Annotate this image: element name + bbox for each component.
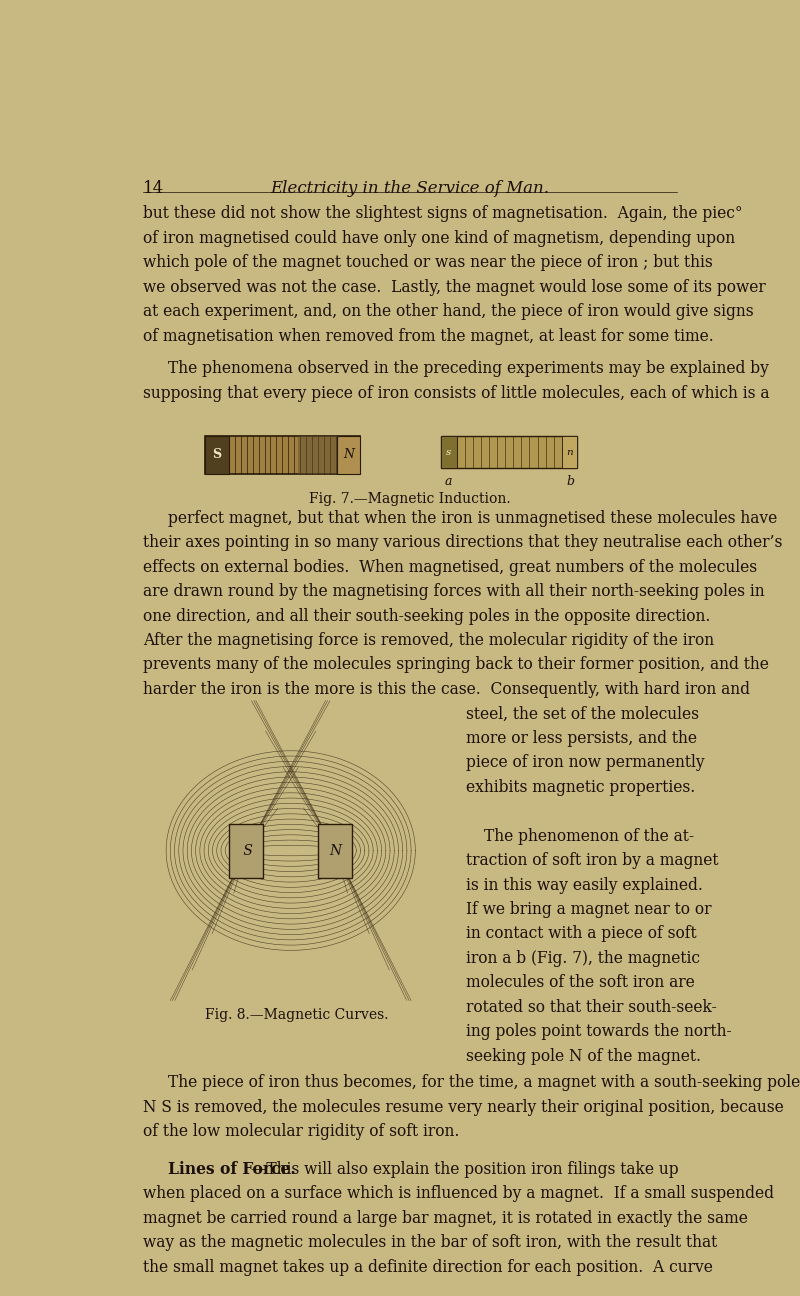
FancyBboxPatch shape	[562, 435, 578, 468]
Text: traction of soft iron by a magnet: traction of soft iron by a magnet	[466, 851, 718, 870]
FancyBboxPatch shape	[298, 435, 337, 474]
Text: N S is removed, the molecules resume very nearly their original position, becaus: N S is removed, the molecules resume ver…	[143, 1099, 784, 1116]
Text: s: s	[446, 447, 451, 456]
Text: their axes pointing in so many various directions that they neutralise each othe: their axes pointing in so many various d…	[143, 534, 782, 551]
Text: exhibits magnetic properties.: exhibits magnetic properties.	[466, 779, 695, 796]
Text: harder the iron is the more is this the case.  Consequently, with hard iron and: harder the iron is the more is this the …	[143, 680, 750, 699]
Text: supposing that every piece of iron consists of little molecules, each of which i: supposing that every piece of iron consi…	[143, 385, 770, 402]
Text: of iron magnetised could have only one kind of magnetism, depending upon: of iron magnetised could have only one k…	[143, 229, 735, 246]
Text: prevents many of the molecules springing back to their former position, and the: prevents many of the molecules springing…	[143, 657, 770, 674]
FancyBboxPatch shape	[441, 435, 457, 468]
Text: which pole of the magnet touched or was near the piece of iron ; but this: which pole of the magnet touched or was …	[143, 254, 713, 271]
Text: in contact with a piece of soft: in contact with a piece of soft	[466, 925, 697, 942]
Text: If we bring a magnet near to or: If we bring a magnet near to or	[466, 901, 711, 918]
Text: more or less persists, and the: more or less persists, and the	[466, 730, 697, 746]
Text: magnet be carried round a large bar magnet, it is rotated in exactly the same: magnet be carried round a large bar magn…	[143, 1209, 748, 1227]
FancyBboxPatch shape	[206, 435, 229, 474]
Text: 14: 14	[143, 180, 165, 197]
Text: N: N	[329, 844, 342, 858]
Text: rotated so that their south-seek-: rotated so that their south-seek-	[466, 999, 717, 1016]
Text: but these did not show the slightest signs of magnetisation.  Again, the piec°: but these did not show the slightest sig…	[143, 205, 743, 223]
Text: of magnetisation when removed from the magnet, at least for some time.: of magnetisation when removed from the m…	[143, 328, 714, 345]
Text: of the low molecular rigidity of soft iron.: of the low molecular rigidity of soft ir…	[143, 1124, 460, 1140]
Text: way as the magnetic molecules in the bar of soft iron, with the result that: way as the magnetic molecules in the bar…	[143, 1234, 718, 1251]
Text: iron a b (Fig. 7), the magnetic: iron a b (Fig. 7), the magnetic	[466, 950, 700, 967]
Text: The phenomena observed in the preceding experiments may be explained by: The phenomena observed in the preceding …	[168, 360, 769, 377]
Text: piece of iron now permanently: piece of iron now permanently	[466, 754, 705, 771]
Text: Lines of Force.: Lines of Force.	[168, 1161, 296, 1178]
Text: when placed on a surface which is influenced by a magnet.  If a small suspended: when placed on a surface which is influe…	[143, 1186, 774, 1203]
Text: we observed was not the case.  Lastly, the magnet would lose some of its power: we observed was not the case. Lastly, th…	[143, 279, 766, 295]
Text: n: n	[566, 447, 573, 456]
FancyBboxPatch shape	[337, 435, 361, 474]
Text: molecules of the soft iron are: molecules of the soft iron are	[466, 975, 694, 991]
Text: S: S	[213, 448, 222, 461]
Text: ing poles point towards the north-: ing poles point towards the north-	[466, 1024, 731, 1041]
Text: The phenomenon of the at-: The phenomenon of the at-	[485, 828, 694, 845]
Text: N: N	[343, 448, 354, 461]
Text: —This will also explain the position iron filings take up: —This will also explain the position iro…	[250, 1161, 678, 1178]
FancyBboxPatch shape	[206, 435, 361, 474]
Text: seeking pole N of the magnet.: seeking pole N of the magnet.	[466, 1047, 701, 1064]
Text: one direction, and all their south-seeking poles in the opposite direction.: one direction, and all their south-seeki…	[143, 608, 710, 625]
Text: perfect magnet, but that when the iron is unmagnetised these molecules have: perfect magnet, but that when the iron i…	[168, 509, 778, 526]
Text: is in this way easily explained.: is in this way easily explained.	[466, 876, 702, 893]
Text: are drawn round by the magnetising forces with all their north-seeking poles in: are drawn round by the magnetising force…	[143, 583, 765, 600]
Text: The piece of iron thus becomes, for the time, a magnet with a south-seeking pole: The piece of iron thus becomes, for the …	[168, 1074, 800, 1091]
Text: Fig. 8.—Magnetic Curves.: Fig. 8.—Magnetic Curves.	[205, 1008, 389, 1021]
Text: S: S	[239, 844, 253, 858]
Text: the small magnet takes up a definite direction for each position.  A curve: the small magnet takes up a definite dir…	[143, 1258, 714, 1275]
Text: After the magnetising force is removed, the molecular rigidity of the iron: After the magnetising force is removed, …	[143, 632, 714, 649]
Text: steel, the set of the molecules: steel, the set of the molecules	[466, 705, 699, 722]
Text: Electricity in the Service of Man.: Electricity in the Service of Man.	[270, 180, 550, 197]
Text: effects on external bodies.  When magnetised, great numbers of the molecules: effects on external bodies. When magneti…	[143, 559, 758, 575]
Text: b: b	[566, 476, 574, 489]
Text: a: a	[444, 476, 451, 489]
Text: Fig. 7.—Magnetic Induction.: Fig. 7.—Magnetic Induction.	[309, 491, 511, 505]
Text: at each experiment, and, on the other hand, the piece of iron would give signs: at each experiment, and, on the other ha…	[143, 303, 754, 320]
FancyBboxPatch shape	[441, 435, 578, 468]
FancyBboxPatch shape	[230, 824, 263, 877]
FancyBboxPatch shape	[318, 824, 352, 877]
